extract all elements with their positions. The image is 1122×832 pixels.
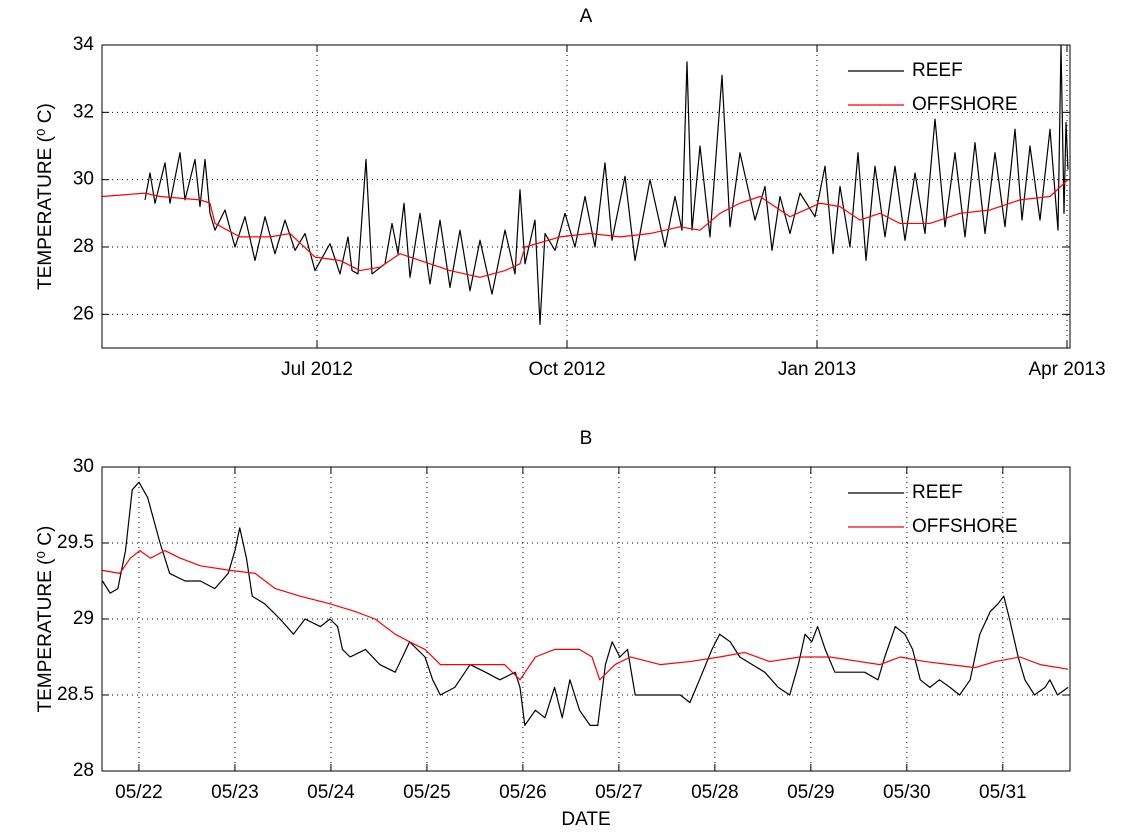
- y-tick-label: 32: [73, 101, 94, 122]
- plot-frame: [101, 44, 1071, 349]
- y-tick-label: 28: [73, 236, 94, 257]
- x-tick-label: 05/28: [691, 782, 739, 803]
- plot-frame: [101, 466, 1071, 772]
- series-line: [101, 481, 1069, 726]
- x-tick-label: 05/25: [403, 782, 451, 803]
- chart-title: B: [580, 428, 593, 449]
- x-tick-label: 05/22: [115, 782, 163, 803]
- series-line: [101, 179, 1069, 278]
- y-tick-label: 30: [73, 456, 94, 477]
- legend-label: OFFSHORE: [912, 516, 1018, 537]
- legend-label: OFFSHORE: [912, 94, 1018, 115]
- y-tick-label: 34: [73, 34, 95, 55]
- series-line: [144, 44, 1069, 326]
- x-axis-label: DATE: [561, 809, 610, 830]
- x-tick-label: Oct 2012: [528, 359, 605, 380]
- y-tick-label: 28: [73, 760, 94, 781]
- x-tick-label: 05/23: [211, 782, 259, 803]
- x-tick-label: Apr 2013: [1028, 359, 1105, 380]
- chart-title: A: [580, 6, 593, 27]
- x-tick-label: 05/31: [979, 782, 1027, 803]
- series-line: [102, 550, 1069, 681]
- y-tick-label: 28.5: [57, 684, 94, 705]
- x-tick-label: 05/29: [787, 782, 835, 803]
- x-tick-label: 05/26: [499, 782, 547, 803]
- y-tick-label: 29: [73, 608, 94, 629]
- x-tick-label: Jan 2013: [778, 359, 856, 380]
- y-axis-label: TEMPERATURE (⁰ C): [35, 103, 56, 290]
- legend-label: REEF: [912, 60, 963, 81]
- x-tick-label: Jul 2012: [281, 359, 353, 380]
- y-axis-label: TEMPERATURE (⁰ C): [35, 526, 56, 713]
- y-tick-label: 29.5: [57, 532, 94, 553]
- x-tick-label: 05/24: [307, 782, 355, 803]
- x-tick-label: 05/30: [883, 782, 931, 803]
- x-tick-label: 05/27: [595, 782, 643, 803]
- legend-label: REEF: [912, 482, 963, 503]
- y-tick-label: 30: [73, 169, 94, 190]
- y-tick-label: 26: [73, 303, 94, 324]
